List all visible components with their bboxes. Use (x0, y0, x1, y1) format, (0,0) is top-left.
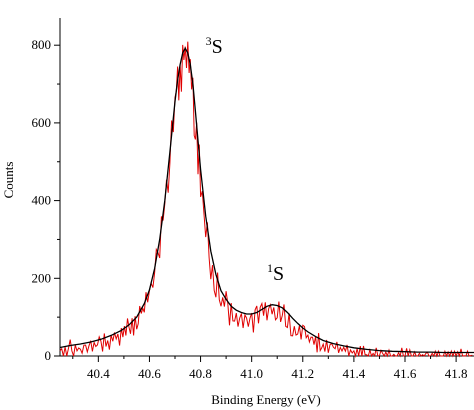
y-axis-label: Counts (1, 162, 16, 199)
x-tick-label: 41.0 (240, 366, 263, 381)
y-axis: 0 200 400 600 800 (32, 37, 60, 363)
y-tick-label: 800 (32, 37, 52, 52)
x-tick-label: 40.4 (87, 366, 110, 381)
x-tick-label: 40.6 (138, 366, 161, 381)
y-tick-label: 600 (32, 115, 52, 130)
fit-curve (59, 46, 474, 354)
y-tick-label: 200 (32, 270, 52, 285)
y-tick-label: 400 (32, 193, 52, 208)
plot-frame (59, 18, 474, 357)
annotation-superscript: 3 (206, 34, 212, 48)
x-tick-label: 41.6 (394, 366, 417, 381)
triplet-s-label: 3S (206, 34, 223, 58)
series-layer (59, 41, 474, 358)
x-tick-label: 41.8 (445, 366, 468, 381)
x-tick-label: 40.8 (189, 366, 212, 381)
annotation-symbol: S (273, 263, 284, 285)
x-tick-label: 41.2 (291, 366, 314, 381)
x-axis: 40.4 40.6 40.8 41.0 41.2 41.4 41.6 41.8 (72, 356, 468, 381)
data-trace (59, 41, 473, 358)
y-tick-label: 0 (45, 348, 52, 363)
singlet-s-label: 1S (267, 261, 284, 285)
x-tick-label: 41.4 (343, 366, 366, 381)
x-axis-label: Binding Energy (eV) (211, 392, 321, 407)
annotation-symbol: S (212, 36, 223, 58)
annotation-superscript: 1 (267, 261, 273, 275)
